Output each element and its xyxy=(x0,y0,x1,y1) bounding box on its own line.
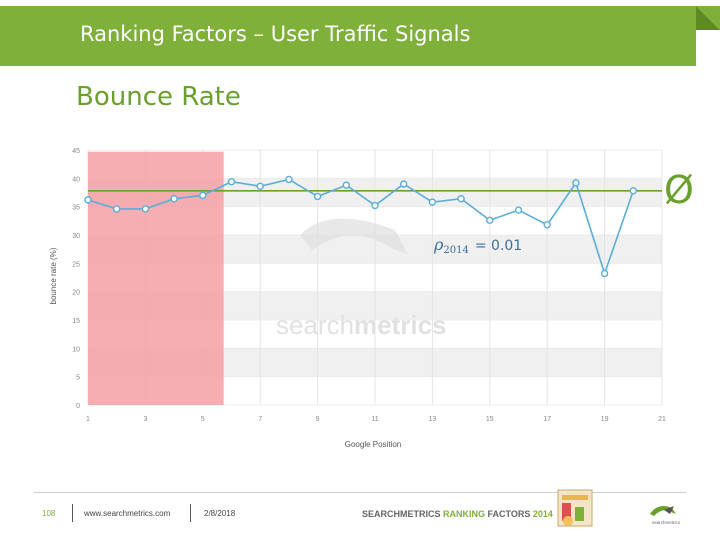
data-point xyxy=(629,187,637,195)
x-tick-labels: 1 3 5 7 9 11 13 15 17 19 21 xyxy=(86,416,666,423)
slide-title: Ranking Factors – User Traffic Signals xyxy=(80,22,471,46)
watermark: searchmetrics xyxy=(276,218,447,340)
data-point xyxy=(600,269,609,278)
x-tick-label: 5 xyxy=(201,416,205,423)
y-axis-label: bounce rate (%) xyxy=(49,247,58,304)
x-tick-label: 15 xyxy=(486,416,494,423)
data-point xyxy=(313,192,322,201)
data-point xyxy=(400,180,408,188)
data-point xyxy=(457,195,465,203)
footer-separator xyxy=(72,504,73,522)
x-tick-label: 3 xyxy=(143,416,147,423)
footer-date: 2/8/2018 xyxy=(204,509,236,518)
rho-annotation: ρ2014 = 0.01 xyxy=(433,235,522,256)
series-line xyxy=(87,178,635,277)
data-point xyxy=(572,179,580,187)
footer-url: www.searchmetrics.com xyxy=(84,509,171,518)
y-tick-label: 30 xyxy=(72,233,80,240)
x-axis-label: Google Position xyxy=(345,440,401,449)
data-point xyxy=(84,196,92,204)
x-tick-label: 13 xyxy=(429,416,437,423)
data-point xyxy=(371,201,379,210)
x-tick-label: 21 xyxy=(658,416,666,423)
section-title: Bounce Rate xyxy=(76,82,241,112)
y-tick-label: 35 xyxy=(72,205,80,212)
series-points xyxy=(84,175,637,278)
data-point xyxy=(227,178,236,186)
data-point xyxy=(514,206,523,214)
highlight-region xyxy=(88,151,224,405)
data-point xyxy=(285,175,293,184)
y-tick-label: 20 xyxy=(72,290,80,297)
y-tick-label: 40 xyxy=(72,176,80,183)
data-point xyxy=(141,205,150,213)
x-tick-label: 19 xyxy=(601,416,609,423)
y-tick-label: 10 xyxy=(72,346,80,353)
data-point xyxy=(342,181,350,189)
ranking-factors-badge-icon xyxy=(557,489,593,527)
watermark-swoosh xyxy=(300,218,408,255)
footer-separator xyxy=(190,504,191,522)
watermark-text: searchmetrics xyxy=(276,310,447,340)
x-tick-label: 17 xyxy=(543,416,551,423)
data-point xyxy=(199,191,207,200)
x-tick-label: 11 xyxy=(371,416,378,423)
data-point xyxy=(428,198,437,206)
footer-divider xyxy=(34,492,686,493)
x-tick-label: 1 xyxy=(86,416,90,423)
data-point xyxy=(486,216,494,224)
data-point xyxy=(543,221,551,229)
y-tick-labels: 0 5 10 15 20 25 30 35 40 45 xyxy=(72,148,80,410)
x-tick-label: 7 xyxy=(258,416,262,423)
x-tick-label: 9 xyxy=(316,416,320,423)
footer-brand: SEARCHMETRICS RANKING FACTORS 2014 xyxy=(362,509,553,519)
searchmetrics-logo-icon: searchmetrics xyxy=(650,506,681,525)
y-tick-label: 5 xyxy=(76,375,80,382)
y-tick-label: 25 xyxy=(72,261,80,268)
y-tick-label: 0 xyxy=(76,403,80,410)
y-tick-label: 15 xyxy=(72,318,80,325)
average-symbol: Ø xyxy=(664,168,694,212)
header-bar xyxy=(0,6,696,66)
data-point xyxy=(170,195,178,203)
page-number: 108 xyxy=(42,509,56,518)
y-tick-label: 45 xyxy=(72,148,80,155)
data-point xyxy=(256,182,264,190)
header-corner-fold xyxy=(696,6,720,30)
data-point xyxy=(112,205,121,213)
svg-text:searchmetrics: searchmetrics xyxy=(652,520,681,525)
